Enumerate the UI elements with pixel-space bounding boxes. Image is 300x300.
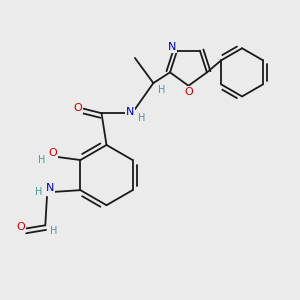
Text: H: H (35, 187, 42, 197)
Text: O: O (17, 222, 26, 232)
Text: H: H (38, 155, 46, 165)
Text: H: H (158, 85, 165, 95)
Text: N: N (46, 184, 55, 194)
Text: N: N (126, 107, 134, 117)
Text: H: H (50, 226, 57, 236)
Text: O: O (184, 87, 193, 97)
Text: N: N (168, 42, 176, 52)
Text: O: O (74, 103, 82, 113)
Text: H: H (138, 113, 145, 123)
Text: O: O (48, 148, 57, 158)
